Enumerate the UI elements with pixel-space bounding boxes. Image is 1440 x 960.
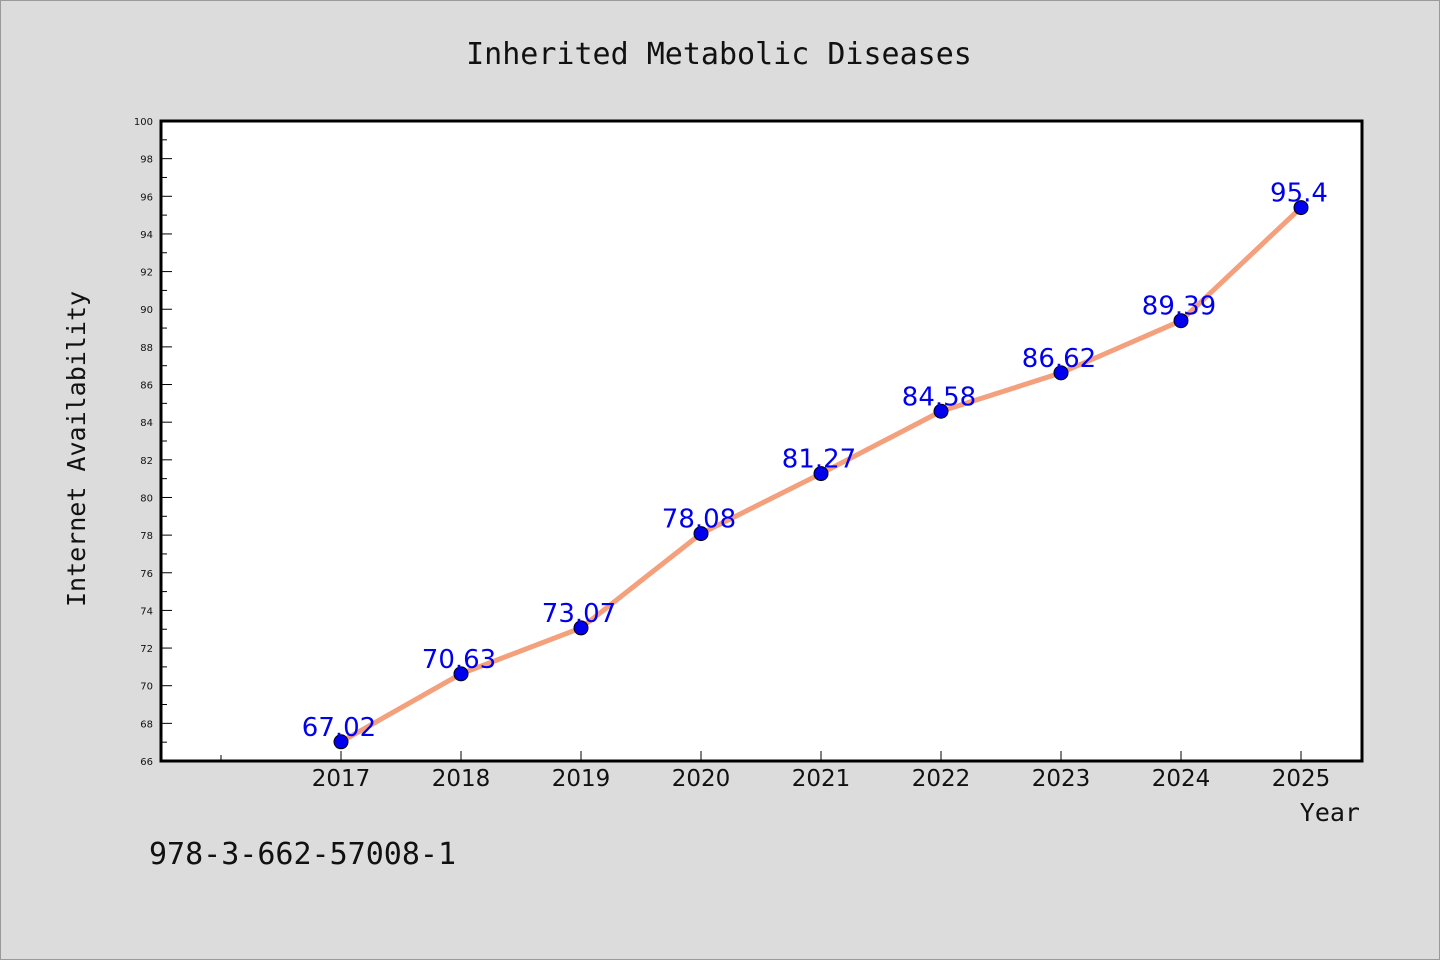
- y-tick-label: 72: [140, 644, 153, 655]
- y-tick-label: 92: [140, 268, 153, 279]
- y-tick-label: 66: [140, 757, 153, 768]
- y-tick-label: 86: [140, 381, 153, 392]
- y-tick-label: 76: [140, 569, 153, 580]
- data-point: [933, 403, 949, 419]
- x-axis-ticks: 2017 2018 2019 2020 2021 2022 2023 2024 2025: [220, 751, 1331, 792]
- data-label: 73.07: [542, 599, 616, 629]
- y-tick-label: 96: [140, 192, 153, 203]
- y-tick-label: 94: [140, 230, 153, 241]
- data-label: 95.4: [1270, 179, 1328, 209]
- data-label: 67.02: [302, 713, 376, 743]
- x-tick-label: 2024: [1152, 766, 1211, 792]
- y-tick-label: 68: [140, 719, 153, 730]
- x-tick-label: 2018: [432, 766, 491, 792]
- data-label: 86.62: [1022, 344, 1096, 374]
- y-tick-label: 70: [140, 682, 153, 693]
- x-axis-label: Year: [1300, 798, 1360, 827]
- chart-title: Inherited Metabolic Diseases: [466, 37, 972, 72]
- y-tick-label: 88: [140, 343, 153, 354]
- data-label: 89.39: [1142, 292, 1216, 322]
- y-tick-label: 90: [140, 305, 153, 316]
- data-point: [453, 666, 469, 682]
- y-tick-label: 84: [140, 418, 153, 429]
- x-tick-label: 2019: [552, 766, 611, 792]
- x-tick-label: 2022: [912, 766, 971, 792]
- x-tick-label: 2023: [1032, 766, 1091, 792]
- y-axis-label: Internet Availability: [62, 291, 91, 607]
- y-tick-label: 82: [140, 456, 153, 467]
- series-layer: 67.02 70.63 73.07 78.08 81.27 84.58 86.62 89.39…: [302, 179, 1328, 750]
- plot-area: [161, 121, 1362, 761]
- data-point: [1173, 313, 1189, 329]
- data-label: 70.63: [422, 645, 496, 675]
- y-tick-label: 100: [134, 117, 153, 128]
- data-point: [333, 734, 349, 750]
- y-tick-label: 78: [140, 531, 153, 542]
- data-point: [1053, 365, 1069, 381]
- data-point: [573, 620, 589, 636]
- data-point: [693, 526, 709, 542]
- x-tick-label: 2017: [312, 766, 371, 792]
- data-label: 78.08: [662, 505, 736, 535]
- data-label: 81.27: [782, 445, 856, 475]
- footer-code: 978-3-662-57008-1: [149, 837, 456, 872]
- y-axis-ticks: 66 68 70 72 74 76 78 80 82 84 86 88 90 92 94 96 98 100: [134, 117, 172, 768]
- x-tick-label: 2025: [1272, 766, 1331, 792]
- x-tick-label: 2020: [672, 766, 731, 792]
- y-tick-label: 98: [140, 155, 153, 166]
- x-tick-label: 2021: [792, 766, 851, 792]
- plot-frame: [159, 119, 1364, 763]
- y-tick-label: 74: [140, 606, 153, 617]
- y-tick-label: 80: [140, 493, 153, 504]
- data-point: [813, 466, 829, 482]
- data-point: [1293, 200, 1309, 216]
- data-label: 84.58: [902, 382, 976, 412]
